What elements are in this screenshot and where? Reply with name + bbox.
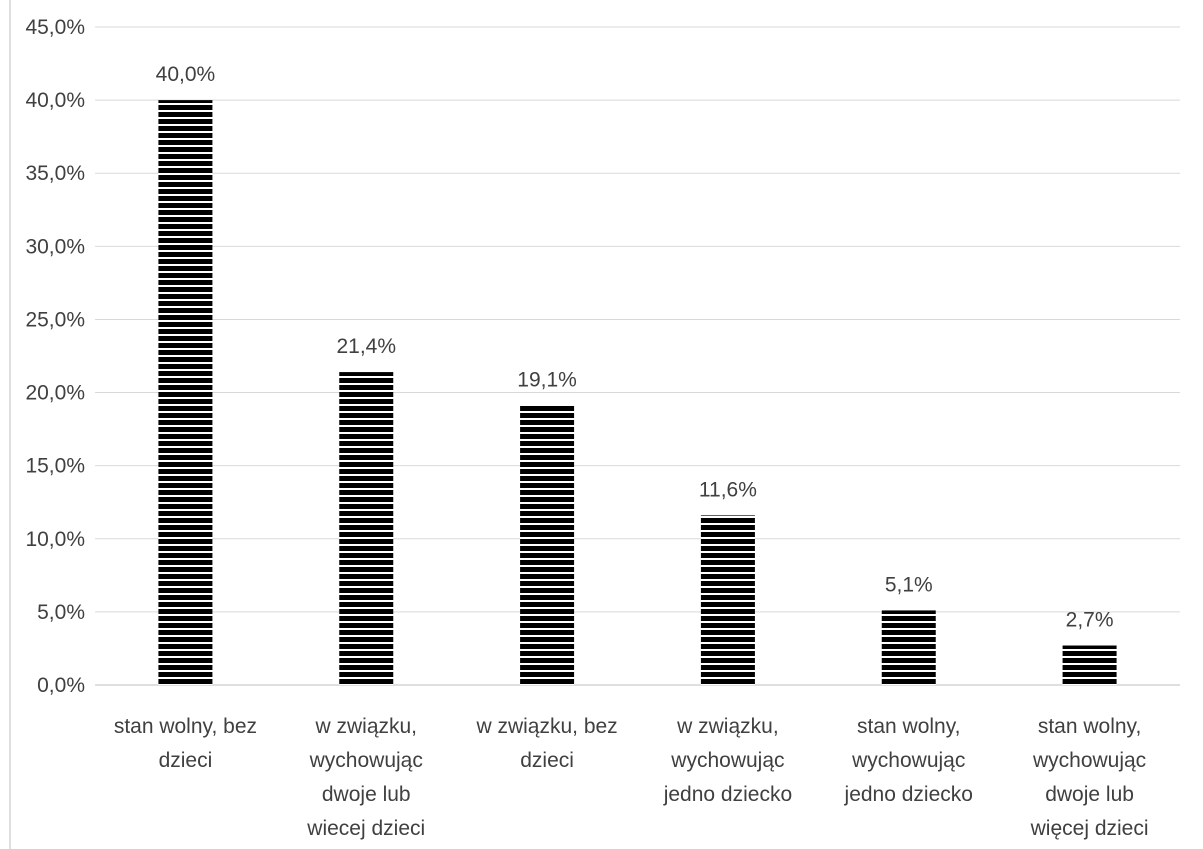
x-category-label-line: stan wolny, [857,715,961,738]
data-label: 11,6% [699,478,757,501]
x-category-label-line: wychowując [670,749,784,772]
x-category-label-line: wiecej dzieci [306,817,425,840]
y-tick-label: 45,0% [25,16,85,39]
x-category-label: stan wolny, bez dzieci [114,715,257,772]
data-labels: 40,0% 21,4% 19,1% 11,6% 5,1% 2,7% [156,63,1114,631]
x-category-label-line: w związku, [314,715,417,738]
x-category-label-line: więcej dzieci [1030,817,1149,840]
x-category-label-line: w związku, bez [475,715,617,738]
x-category-label-line: jedno dziecko [663,783,792,806]
x-category-label-line: dzieci [159,749,213,772]
bar [520,405,575,685]
bar [1062,645,1117,685]
x-category-label-line: dwoje lub [322,783,411,806]
x-category-label-line: wychowując [851,749,965,772]
data-label: 19,1% [517,369,577,392]
x-category-label: stan wolny, wychowując dwoje lub więcej dzi… [1030,715,1149,840]
y-tick-label: 30,0% [25,235,85,258]
y-tick-label: 20,0% [25,382,85,405]
y-tick-label: 35,0% [25,162,85,185]
x-category-label: w związku, bez dzieci [475,715,617,772]
bar [881,610,936,685]
x-category-label: w związku, wychowując jedno dziecko [663,715,792,806]
x-category-label-line: stan wolny, [1038,715,1142,738]
x-category-label-line: wychowując [1032,749,1146,772]
x-category-label: stan wolny, wychowując jedno dziecko [844,715,973,806]
x-category-label-line: w związku, [676,715,779,738]
y-tick-label: 10,0% [25,528,85,551]
data-label: 2,7% [1066,609,1114,632]
bars [158,100,1117,686]
bar [158,100,213,686]
bar [700,515,755,685]
x-category-label-line: jedno dziecko [844,783,973,806]
data-label: 21,4% [336,335,396,358]
x-category-label-line: dwoje lub [1045,783,1134,806]
y-tick-label: 5,0% [37,601,85,624]
x-category-label-line: stan wolny, bez [114,715,257,738]
x-category-label-line: dzieci [520,749,574,772]
x-category-label-line: wychowując [309,749,423,772]
y-tick-label: 15,0% [25,455,85,478]
y-tick-label: 0,0% [37,674,85,697]
gridlines [95,26,1180,686]
y-tick-label: 25,0% [25,308,85,331]
x-category-label: w związku, wychowując dwoje lub wiecej dzie… [306,715,425,840]
y-axis-ticks: 0,0% 5,0% 10,0% 15,0% 20,0% 25,0% 30,0% 35,0% 40… [25,16,85,697]
category-labels: stan wolny, bez dzieci w związku, wychowują… [114,715,1149,840]
bar [339,372,394,685]
data-label: 40,0% [156,63,216,86]
y-tick-label: 40,0% [25,89,85,112]
data-label: 5,1% [885,573,933,596]
